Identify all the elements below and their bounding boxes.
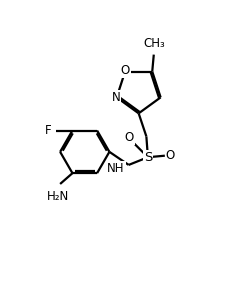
Text: CH₃: CH₃	[142, 37, 164, 50]
Text: O: O	[165, 149, 174, 162]
Text: S: S	[143, 151, 151, 164]
Text: NH: NH	[107, 162, 124, 175]
Text: O: O	[120, 64, 129, 77]
Text: N: N	[111, 91, 120, 104]
Text: H₂N: H₂N	[46, 190, 69, 203]
Text: O: O	[124, 131, 134, 144]
Text: F: F	[45, 124, 52, 137]
